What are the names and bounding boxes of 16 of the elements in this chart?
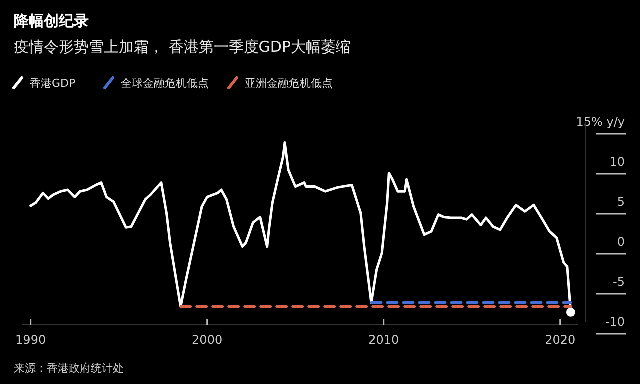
legend-label: 香港GDP [30,77,76,90]
y-tick-label: -5 [613,275,625,290]
chart-title: 降幅创纪录 [14,12,89,30]
y-tick-label: -10 [605,315,625,330]
legend-label: 全球金融危机低点 [121,77,209,90]
x-tick-label: 2020 [545,333,576,347]
y-tick-label: 10 [610,155,625,170]
x-tick-label: 1990 [16,333,46,347]
y-tick-label: 5 [617,195,625,210]
chart-subtitle: 疫情令形势雪上加霜， 香港第一季度GDP大幅萎缩 [14,38,351,56]
legend-label: 亚洲金融危机低点 [245,77,333,90]
source-note: 来源：香港政府统计处 [14,362,124,375]
y-tick-label: 0 [617,235,625,250]
y-tick-label: 15% y/y [576,115,625,130]
x-tick-label: 2000 [192,333,223,347]
x-tick-label: 2010 [368,333,400,347]
